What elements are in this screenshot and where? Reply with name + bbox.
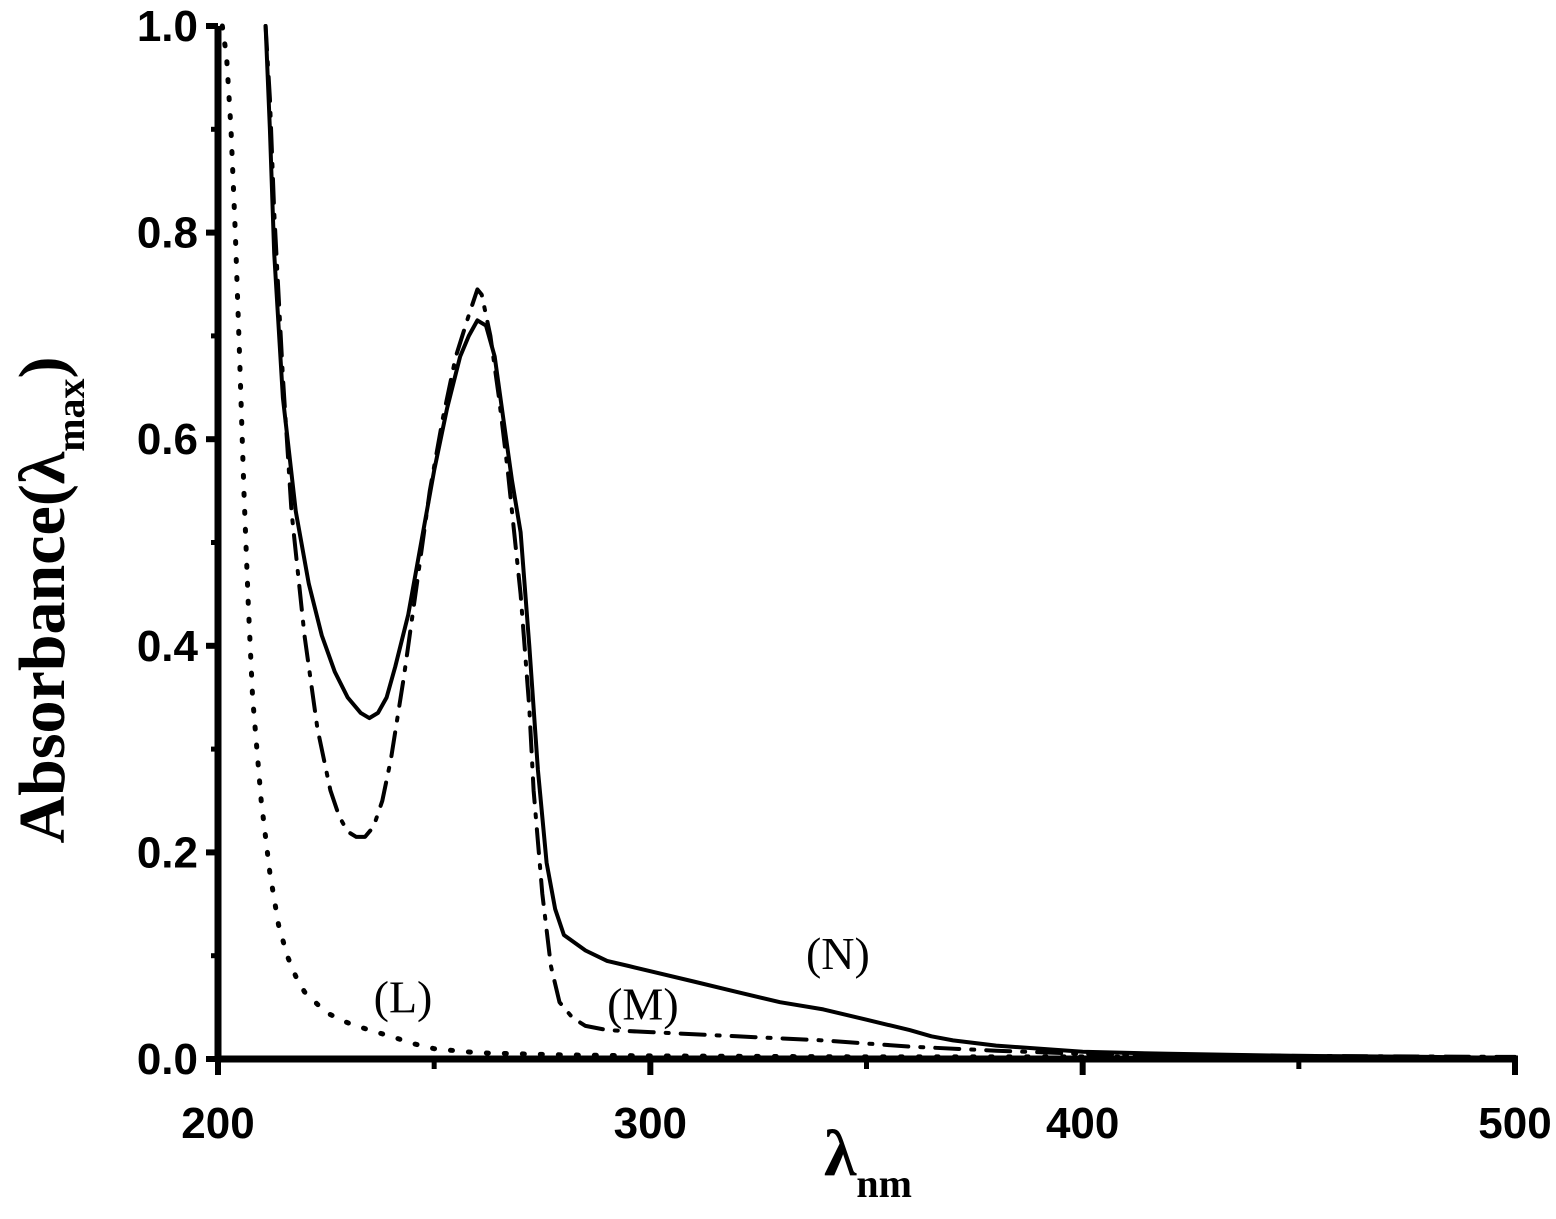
series-line-n: [263, 24, 1517, 1060]
x-tick-label: 300: [614, 1099, 687, 1148]
axes-layer: [206, 23, 1518, 1075]
x-axis-title-sub: nm: [856, 1161, 912, 1206]
x-axis-title-main: λ: [824, 1117, 857, 1190]
series-line-m: [263, 24, 1517, 1059]
y-axis-title-close: ): [6, 356, 79, 378]
x-tick-label: 500: [1478, 1099, 1551, 1148]
y-axis-title-main: Absorbance(λ: [6, 451, 79, 843]
y-tick-label: 1.0: [137, 2, 198, 51]
y-tick-label: 0.0: [137, 1035, 198, 1084]
y-tick-label: 0.8: [137, 209, 198, 258]
series-label-l: (L): [374, 972, 433, 1023]
x-tick-label: 400: [1046, 1099, 1119, 1148]
y-axis-title: Absorbance(λmax): [6, 356, 93, 843]
series-line-l: [219, 23, 1518, 1061]
x-axis-title: λnm: [824, 1117, 912, 1206]
series-label-n: (N): [806, 928, 870, 979]
y-axis-title-sub: max: [48, 378, 93, 451]
series-layer: [219, 23, 1518, 1061]
y-tick-label: 0.4: [137, 622, 199, 671]
y-tick-label: 0.6: [137, 415, 198, 464]
y-tick-label: 0.2: [137, 828, 198, 877]
labels-layer: 0.0 0.2 0.4 0.6 0.8 1.0 200 300 400 500 (L) (M) (N): [137, 2, 1552, 1148]
series-label-m: (M): [607, 979, 679, 1030]
x-tick-label: 200: [181, 1099, 254, 1148]
